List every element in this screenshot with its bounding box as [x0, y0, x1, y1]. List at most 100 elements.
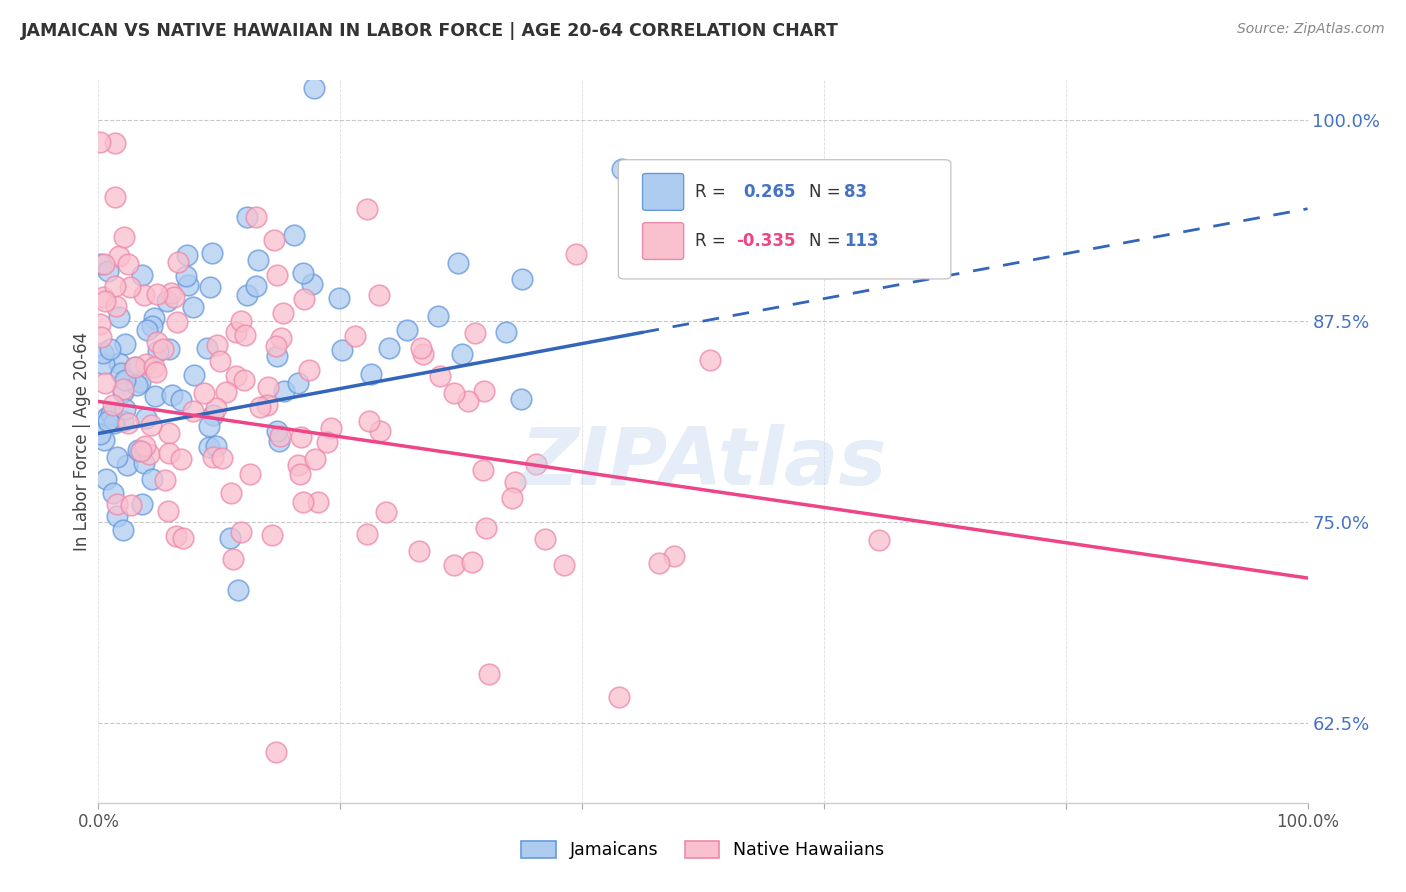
Point — [165, 529, 187, 543]
Point — [124, 360, 146, 375]
Point — [266, 425, 288, 439]
Point — [103, 486, 125, 500]
Point — [316, 435, 339, 450]
Point — [105, 450, 128, 464]
Point — [172, 532, 194, 546]
Point — [132, 456, 155, 470]
Point — [135, 357, 157, 371]
Point — [291, 266, 314, 280]
Point — [464, 326, 486, 340]
Point — [112, 382, 135, 396]
Point — [177, 278, 200, 293]
Point — [565, 247, 588, 261]
Point — [226, 583, 249, 598]
Point — [98, 342, 121, 356]
Y-axis label: In Labor Force | Age 20-64: In Labor Force | Age 20-64 — [73, 332, 91, 551]
Point — [108, 249, 131, 263]
Point — [89, 426, 111, 441]
Point — [495, 326, 517, 340]
Point — [510, 271, 533, 285]
FancyBboxPatch shape — [643, 223, 683, 260]
Text: JAMAICAN VS NATIVE HAWAIIAN IN LABOR FORCE | AGE 20-64 CORRELATION CHART: JAMAICAN VS NATIVE HAWAIIAN IN LABOR FOR… — [21, 22, 839, 40]
Point — [609, 690, 631, 705]
Point — [375, 505, 398, 519]
Point — [263, 233, 285, 247]
Point — [245, 279, 267, 293]
Text: 113: 113 — [845, 233, 879, 251]
Point — [129, 375, 152, 389]
Point — [114, 373, 136, 387]
Point — [117, 458, 139, 472]
Point — [225, 326, 247, 340]
Point — [153, 473, 176, 487]
Point — [146, 344, 169, 359]
Point — [124, 359, 146, 374]
Point — [266, 268, 288, 282]
Point — [110, 366, 132, 380]
Point — [298, 362, 321, 376]
Point — [292, 494, 315, 508]
Point — [89, 135, 111, 149]
Point — [103, 398, 125, 412]
Point — [111, 414, 134, 428]
Point — [134, 288, 156, 302]
Point — [174, 268, 197, 283]
Point — [143, 360, 166, 375]
Point — [356, 202, 378, 216]
Text: 0.265: 0.265 — [742, 183, 796, 202]
Point — [195, 342, 218, 356]
Point — [264, 338, 287, 352]
Point — [157, 446, 180, 460]
Point — [699, 352, 721, 367]
Point — [270, 331, 292, 345]
Point — [451, 347, 474, 361]
Point — [103, 416, 125, 430]
Point — [533, 532, 555, 546]
Point — [89, 317, 111, 331]
Point — [142, 310, 165, 325]
Text: N =: N = — [810, 233, 846, 251]
Point — [368, 424, 391, 438]
FancyBboxPatch shape — [619, 160, 950, 279]
Point — [257, 380, 280, 394]
Point — [457, 393, 479, 408]
Point — [205, 401, 228, 415]
Point — [112, 523, 135, 537]
Point — [176, 248, 198, 262]
Point — [170, 393, 193, 408]
Text: 83: 83 — [845, 183, 868, 202]
Point — [256, 398, 278, 412]
Point — [662, 549, 685, 563]
Point — [170, 452, 193, 467]
Point — [104, 136, 127, 150]
Point — [131, 268, 153, 282]
Point — [97, 414, 120, 428]
Point — [208, 353, 231, 368]
Point — [505, 475, 527, 489]
Point — [143, 389, 166, 403]
Point — [648, 556, 671, 570]
Point — [218, 531, 240, 545]
Point — [233, 327, 256, 342]
Point — [108, 310, 131, 324]
Point — [112, 230, 135, 244]
Point — [868, 533, 890, 548]
Point — [205, 338, 228, 352]
Text: Source: ZipAtlas.com: Source: ZipAtlas.com — [1237, 22, 1385, 37]
Point — [328, 291, 350, 305]
Point — [447, 256, 470, 270]
Point — [117, 417, 139, 431]
FancyBboxPatch shape — [643, 173, 683, 211]
Point — [167, 255, 190, 269]
Point — [93, 433, 115, 447]
Point — [612, 161, 634, 176]
Point — [409, 341, 432, 355]
Point — [408, 544, 430, 558]
Point — [117, 257, 139, 271]
Point — [93, 357, 115, 371]
Point — [90, 257, 112, 271]
Point — [377, 341, 399, 355]
Point — [94, 376, 117, 391]
Point — [429, 368, 451, 383]
Point — [197, 419, 219, 434]
